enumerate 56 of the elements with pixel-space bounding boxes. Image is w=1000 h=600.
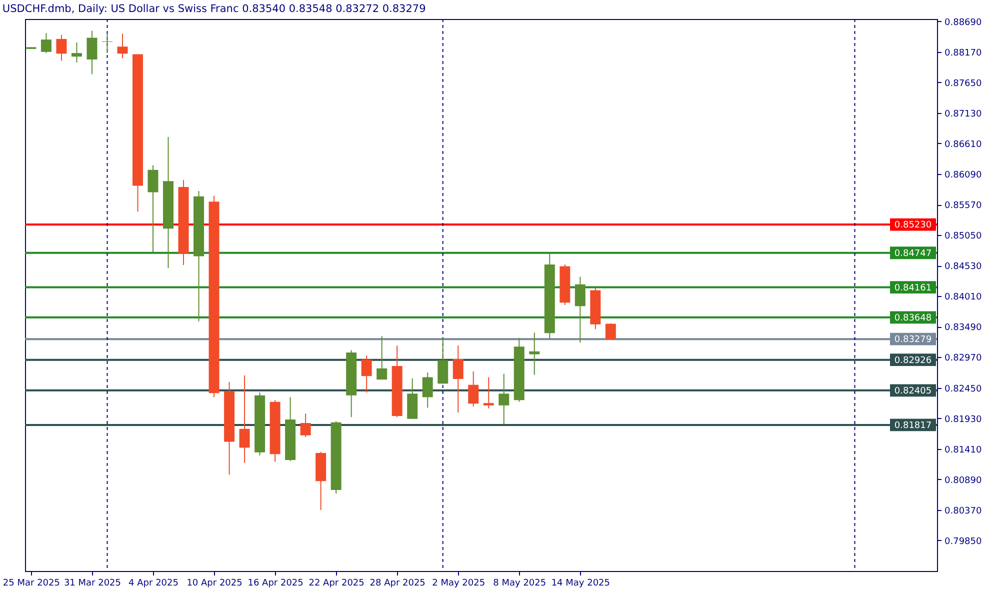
x-tick-label: 22 Apr 2025 xyxy=(308,578,364,588)
y-tick-label: 0.81410 xyxy=(944,445,982,456)
ref-line-label: 0.81817 xyxy=(894,420,932,431)
candlestick xyxy=(376,336,388,380)
candlestick xyxy=(452,345,464,413)
y-tick-label: 0.88170 xyxy=(944,48,982,58)
ref-line-label: 0.85230 xyxy=(894,220,932,231)
y-tick-label: 0.86610 xyxy=(944,140,982,150)
candlestick xyxy=(361,354,372,393)
y-tick-label: 0.85570 xyxy=(944,201,982,212)
x-tick-label: 2 May 2025 xyxy=(432,578,486,588)
x-tick-label: 4 Apr 2025 xyxy=(128,578,178,588)
x-tick-label: 31 Mar 2025 xyxy=(64,578,122,588)
candlestick xyxy=(483,376,494,409)
candlestick xyxy=(574,276,586,344)
x-tick-label: 10 Apr 2025 xyxy=(186,578,242,588)
candlestick xyxy=(300,413,311,438)
x-tick-label: 25 Mar 2025 xyxy=(2,578,60,588)
y-tick-label: 0.82970 xyxy=(944,354,982,364)
candlestick xyxy=(148,164,158,253)
candlestick xyxy=(529,332,540,376)
ref-line-label: 0.84161 xyxy=(894,283,932,294)
y-tick-label: 0.84010 xyxy=(944,292,982,303)
chart-title: USDCHF.dmb, Daily: US Dollar vs Swiss Franc 0.83540 0.83548 0.83272 0.83279 xyxy=(2,2,426,15)
x-tick-label: 14 May 2025 xyxy=(551,578,610,588)
ref-line-label: 0.83648 xyxy=(894,313,932,324)
ref-line-label: 0.84747 xyxy=(894,248,932,259)
y-tick-label: 0.84530 xyxy=(944,262,982,272)
candlestick xyxy=(438,336,448,384)
candlestick xyxy=(239,374,250,464)
candlestick xyxy=(498,373,510,425)
x-tick-label: 8 May 2025 xyxy=(493,578,546,588)
y-tick-label: 0.80890 xyxy=(944,476,982,486)
y-tick-label: 0.87650 xyxy=(944,78,982,89)
ref-line-label: 0.82926 xyxy=(894,356,932,366)
candlestick xyxy=(422,372,433,408)
ref-line-label: 0.82405 xyxy=(894,386,932,396)
y-tick-label: 0.81930 xyxy=(944,414,982,425)
candlestick xyxy=(468,370,479,408)
candlestick xyxy=(40,32,52,54)
y-tick-label: 0.79850 xyxy=(944,536,982,547)
x-tick-label: 28 Apr 2025 xyxy=(370,578,426,588)
y-tick-label: 0.87130 xyxy=(944,109,982,120)
y-tick-label: 0.83490 xyxy=(944,323,982,334)
candlestick xyxy=(86,30,98,75)
ref-line-label: 0.83279 xyxy=(894,335,932,346)
candlestick xyxy=(605,322,616,340)
y-tick-label: 0.82450 xyxy=(944,384,982,394)
candlestick xyxy=(71,42,82,63)
candlestick xyxy=(56,34,67,62)
y-tick-label: 0.80370 xyxy=(944,506,982,516)
candlestick xyxy=(117,33,128,59)
y-tick-label: 0.85050 xyxy=(944,232,982,242)
y-tick-label: 0.88690 xyxy=(944,18,982,28)
x-tick-label: 16 Apr 2025 xyxy=(248,578,304,588)
y-tick-label: 0.86090 xyxy=(944,170,982,181)
